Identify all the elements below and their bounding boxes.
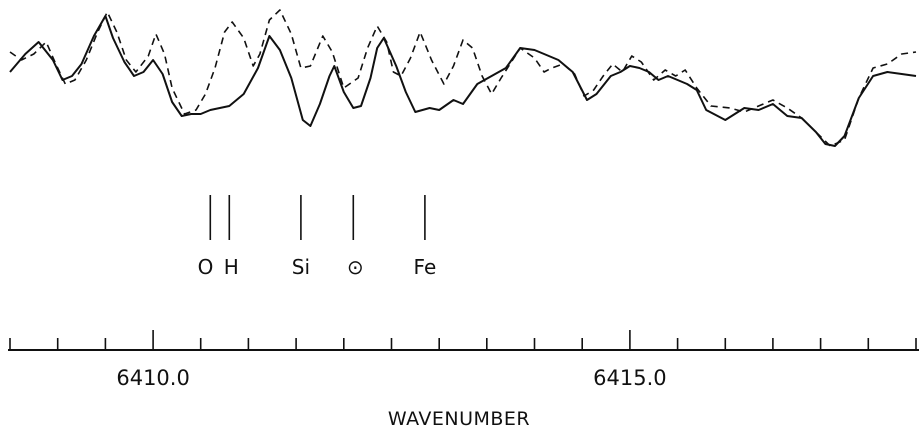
data-point-dashed bbox=[45, 41, 47, 43]
x-tick-label: 6415.0 bbox=[593, 366, 666, 390]
line-markers bbox=[209, 195, 426, 240]
data-point-dashed bbox=[551, 67, 553, 69]
data-point-dashed bbox=[243, 37, 245, 39]
annotation-label: H bbox=[224, 255, 239, 279]
x-axis-ticks: 6410.0 6415.0 bbox=[9, 330, 917, 390]
data-point-dashed bbox=[106, 11, 108, 13]
series-layer bbox=[9, 9, 917, 147]
data-point-dashed bbox=[331, 51, 333, 53]
data-point-dashed bbox=[612, 63, 614, 65]
data-point-dashed bbox=[290, 33, 292, 35]
series-line-solid bbox=[9, 15, 917, 147]
series-line-dashed bbox=[9, 9, 917, 147]
x-tick-label: 6410.0 bbox=[116, 366, 189, 390]
line-annotations: O H Si ⊙ Fe bbox=[198, 255, 437, 279]
data-point-dashed bbox=[490, 93, 492, 95]
annotation-label: Fe bbox=[414, 255, 437, 279]
annotation-label: ⊙ bbox=[347, 255, 364, 279]
data-point-dashed bbox=[743, 111, 745, 113]
annotation-label: O bbox=[198, 255, 214, 279]
data-point-dashed bbox=[171, 87, 173, 89]
data-point-dashed bbox=[419, 31, 421, 33]
data-point-dashed bbox=[843, 139, 845, 141]
data-point-dashed bbox=[786, 107, 788, 109]
data-point-dashed bbox=[533, 57, 535, 59]
annotation-label: Si bbox=[292, 255, 310, 279]
data-point-dashed bbox=[163, 53, 165, 55]
x-axis-title: WAVENUMBER bbox=[388, 408, 530, 430]
